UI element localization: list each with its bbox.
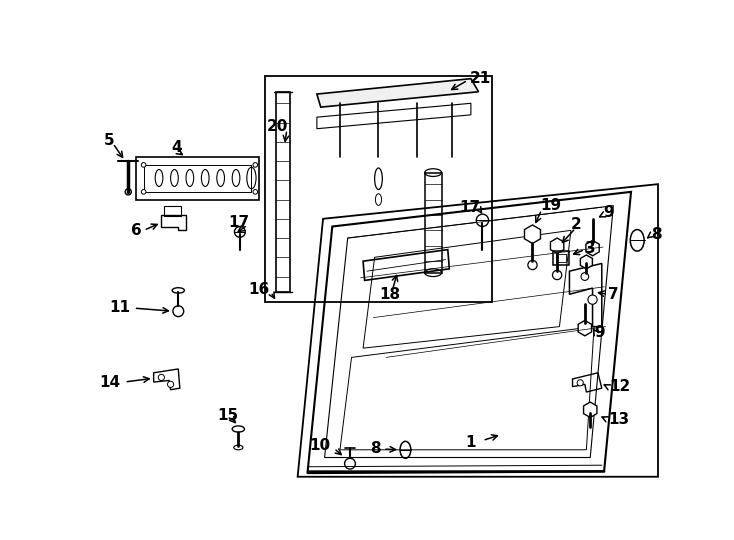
Bar bbox=[144, 165, 252, 192]
Text: 17: 17 bbox=[459, 200, 481, 215]
Text: 21: 21 bbox=[469, 71, 490, 86]
Bar bbox=[553, 251, 570, 265]
Bar bbox=[425, 173, 442, 273]
Text: 9: 9 bbox=[603, 205, 614, 220]
Circle shape bbox=[344, 458, 355, 469]
Bar bbox=[276, 92, 290, 292]
Circle shape bbox=[253, 163, 258, 167]
Text: 10: 10 bbox=[310, 438, 331, 454]
Text: 2: 2 bbox=[571, 218, 582, 232]
Circle shape bbox=[588, 295, 597, 304]
Circle shape bbox=[173, 306, 184, 316]
Text: 6: 6 bbox=[131, 223, 142, 238]
Text: 4: 4 bbox=[172, 140, 182, 156]
Circle shape bbox=[234, 226, 245, 237]
Circle shape bbox=[159, 374, 164, 381]
Text: 13: 13 bbox=[608, 411, 629, 427]
Circle shape bbox=[476, 214, 489, 226]
Circle shape bbox=[126, 189, 131, 195]
Bar bbox=[556, 254, 567, 262]
Text: 9: 9 bbox=[594, 325, 605, 340]
Circle shape bbox=[553, 271, 562, 280]
Circle shape bbox=[528, 260, 537, 269]
Polygon shape bbox=[317, 79, 479, 107]
Text: 20: 20 bbox=[267, 119, 288, 134]
Text: 15: 15 bbox=[218, 408, 239, 423]
Circle shape bbox=[577, 380, 584, 386]
Circle shape bbox=[167, 381, 174, 387]
Bar bbox=[164, 206, 181, 217]
Text: 8: 8 bbox=[651, 227, 661, 242]
Text: 11: 11 bbox=[109, 300, 131, 315]
Text: 3: 3 bbox=[585, 240, 595, 255]
Text: 5: 5 bbox=[103, 133, 115, 148]
Text: 1: 1 bbox=[465, 435, 476, 450]
Text: 12: 12 bbox=[609, 379, 631, 394]
Circle shape bbox=[142, 163, 146, 167]
Text: 14: 14 bbox=[99, 375, 120, 389]
Text: 18: 18 bbox=[379, 287, 401, 302]
Text: 16: 16 bbox=[248, 282, 269, 297]
Circle shape bbox=[253, 190, 258, 194]
Text: 8: 8 bbox=[370, 441, 381, 456]
Text: 7: 7 bbox=[608, 287, 619, 302]
Circle shape bbox=[142, 190, 146, 194]
Circle shape bbox=[581, 273, 589, 280]
Text: 19: 19 bbox=[540, 198, 562, 213]
Text: 17: 17 bbox=[229, 215, 250, 230]
